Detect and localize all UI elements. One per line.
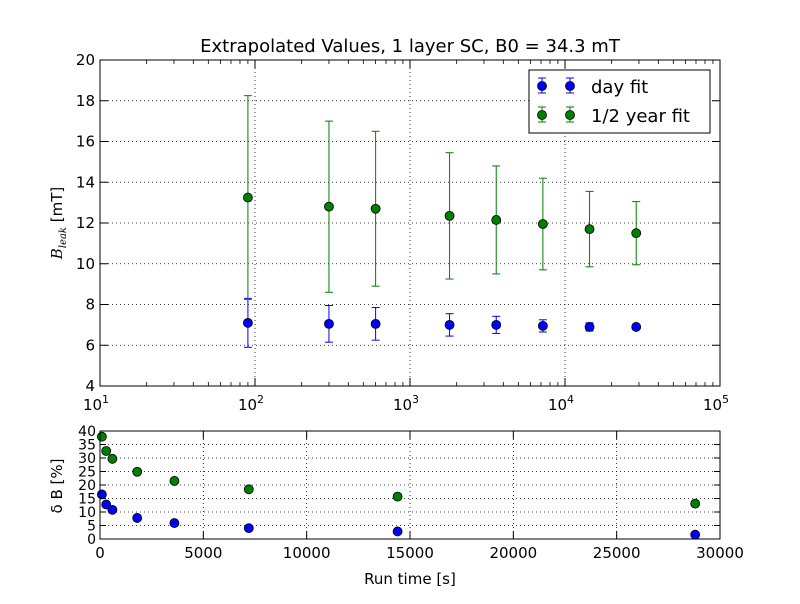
bottom-x-tick-label: 15000: [386, 544, 434, 562]
top-chart: Extrapolated Values, 1 layer SC, B0 = 34…: [48, 36, 729, 414]
y-axis-label-unit: [mT]: [48, 187, 66, 227]
bottom-x-tick-label: 20000: [489, 544, 537, 562]
data-point: [169, 476, 180, 486]
top-y-tick-label: 6: [85, 336, 95, 354]
data-point: [243, 192, 253, 203]
data-point: [370, 203, 381, 214]
bottom-y-tick-label: 5: [87, 519, 96, 535]
data-point: [690, 529, 701, 540]
top-y-tick-label: 20: [76, 51, 95, 69]
data-point: [537, 320, 548, 331]
legend: day fit 1/2 year fit: [528, 69, 711, 134]
legend-marker: [565, 110, 575, 120]
bottom-y-tick-label: 35: [78, 438, 96, 454]
bottom-x-tick-label: 30000: [696, 544, 744, 562]
top-y-tick-label: 10: [76, 255, 95, 273]
data-point: [392, 526, 403, 537]
data-point: [631, 322, 642, 332]
data-point: [444, 210, 455, 221]
bottom-x-tick-label: 5000: [184, 544, 222, 562]
bottom-x-axis-label: Run time [s]: [364, 570, 456, 588]
data-point: [491, 319, 502, 330]
top-y-tick-label: 8: [85, 296, 95, 314]
data-point: [324, 201, 334, 212]
bottom-y-tick-label: 10: [78, 505, 96, 521]
legend-item-day-fit: day fit: [537, 77, 648, 98]
legend-box: [528, 69, 711, 134]
top-x-tick-label: 104: [548, 393, 574, 414]
legend-label-day-fit: day fit: [591, 77, 648, 98]
top-y-tick-label: 14: [76, 173, 95, 191]
data-point: [107, 504, 118, 515]
data-point: [444, 319, 455, 330]
y-axis-label-sub: leak: [58, 227, 69, 248]
data-point: [96, 431, 107, 442]
legend-marker: [537, 81, 547, 91]
data-point: [96, 489, 107, 500]
legend-marker: [565, 81, 575, 91]
legend-item-half-year-fit: 1/2 year fit: [537, 106, 690, 127]
data-point: [132, 466, 143, 477]
legend-label-half-year-fit: 1/2 year fit: [591, 106, 690, 127]
bottom-x-tick-label: 10000: [283, 544, 331, 562]
bottom-plot-frame: [99, 430, 721, 540]
top-x-tick-label: 105: [703, 393, 729, 414]
data-point: [243, 523, 254, 534]
top-y-tick-label: 16: [76, 133, 95, 151]
data-point: [169, 518, 180, 528]
data-point: [537, 219, 548, 229]
top-x-tick-label: 103: [393, 393, 419, 414]
data-point: [107, 453, 118, 464]
bottom-x-tick-label: 25000: [593, 544, 641, 562]
bottom-y-tick-label: 25: [78, 465, 96, 481]
top-x-tick-label: 102: [238, 393, 264, 414]
data-point: [324, 318, 334, 329]
bottom-y-tick-label: 40: [78, 424, 96, 440]
bottom-chart: δ B [%] Run time [s] 0 5000 10000 15000 2000…: [48, 424, 744, 588]
top-series: [243, 95, 642, 348]
data-point: [491, 215, 502, 225]
y-axis-label-main: B: [48, 248, 66, 260]
data-point: [631, 228, 642, 239]
data-point: [101, 446, 112, 456]
data-point: [370, 318, 381, 329]
data-point: [392, 491, 403, 502]
bottom-y-axis-label: δ B [%]: [48, 459, 66, 514]
bottom-y-tick-label: 0: [87, 532, 96, 548]
legend-marker: [537, 110, 547, 120]
data-point: [690, 498, 701, 509]
top-y-axis-label: Bleak [mT]: [48, 187, 69, 260]
top-y-tick-label: 4: [85, 377, 95, 395]
data-point: [132, 513, 143, 523]
bottom-y-tick-label: 15: [78, 492, 96, 508]
top-ticks: 101 102 103 104 105 4 6 8 10 12 14 16 18 20: [76, 51, 729, 414]
bottom-x-tick-label: 0: [95, 544, 105, 562]
bottom-grid: [100, 431, 720, 539]
bottom-y-tick-label: 20: [78, 478, 96, 494]
top-y-tick-label: 12: [76, 214, 95, 232]
data-point: [243, 317, 253, 328]
data-point: [584, 322, 595, 332]
top-y-tick-label: 18: [76, 92, 95, 110]
chart-title: Extrapolated Values, 1 layer SC, B0 = 34…: [200, 36, 621, 57]
data-point: [243, 484, 254, 495]
top-plot-frame: [99, 59, 721, 387]
top-x-tick-label: 101: [83, 393, 109, 414]
data-point: [584, 224, 595, 235]
data-point: [101, 499, 112, 510]
bottom-y-tick-label: 30: [78, 451, 96, 467]
